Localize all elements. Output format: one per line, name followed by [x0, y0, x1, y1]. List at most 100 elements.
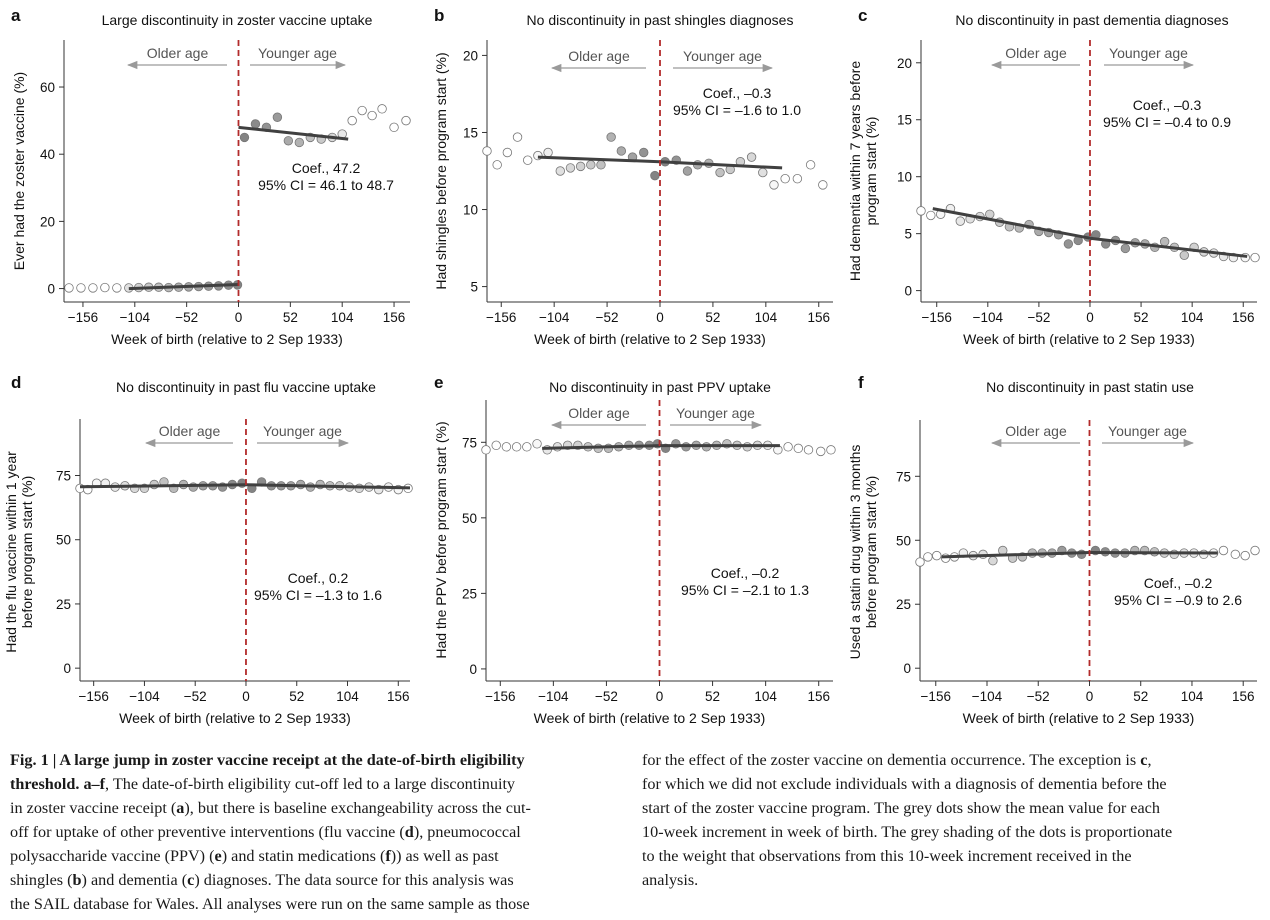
x-tick-label: −52 — [175, 310, 198, 325]
data-point — [575, 161, 586, 172]
data-point — [1250, 252, 1260, 263]
chart-title: Large discontinuity in zoster vaccine up… — [102, 12, 373, 28]
data-point — [565, 163, 576, 173]
chart-title: No discontinuity in past dementia diagno… — [955, 12, 1228, 28]
fit-line-left — [542, 444, 660, 450]
coefficient-annotation: 95% CI = –1.3 to 1.6 — [254, 587, 382, 603]
data-point — [916, 206, 926, 216]
x-tick-label: −104 — [972, 689, 1003, 704]
x-tick-label: −156 — [485, 689, 515, 704]
data-point — [367, 110, 377, 121]
y-tick-label: 50 — [896, 533, 911, 548]
data-point — [650, 170, 660, 181]
coefficient-annotation: Coef., –0.3 — [703, 85, 772, 101]
caption-line: to the weight that observations from thi… — [642, 847, 1132, 865]
y-axis-label: Ever had the zoster vaccine (%) — [11, 72, 27, 270]
caption-line: off for uptake of other preventive inter… — [10, 823, 521, 841]
data-point — [100, 282, 110, 293]
x-tick-label: 104 — [1181, 689, 1204, 704]
y-tick-label: 0 — [469, 662, 477, 677]
data-point — [769, 180, 779, 190]
data-point — [511, 442, 522, 452]
y-axis-label: Used a statin drug within 3 months — [847, 445, 863, 660]
data-point — [294, 137, 305, 148]
y-axis-label: Had shingles before program start (%) — [433, 52, 449, 289]
x-tick-label: −52 — [595, 689, 618, 704]
x-tick-label: 0 — [1086, 689, 1094, 704]
panel-b: b No discontinuity in past shingles diagn… — [433, 6, 833, 347]
data-point — [1159, 236, 1170, 247]
data-point — [1179, 250, 1189, 260]
coefficient-annotation: Coef., 47.2 — [292, 160, 361, 176]
data-point — [803, 445, 814, 455]
x-tick-label: −156 — [922, 310, 952, 325]
caption-left-column: Fig. 1 | A large jump in zoster vaccine … — [10, 748, 625, 916]
data-point — [932, 550, 942, 561]
panel-label: d — [11, 373, 21, 392]
y-tick-label: 20 — [40, 214, 55, 229]
data-point — [1218, 545, 1229, 556]
x-tick-label: −156 — [486, 310, 516, 325]
data-point — [401, 115, 411, 126]
panel-label: a — [11, 6, 21, 25]
coefficient-annotation: 95% CI = –2.1 to 1.3 — [681, 582, 809, 598]
data-point — [805, 160, 816, 170]
caption-line: start of the zoster vaccine program. The… — [642, 799, 1160, 817]
x-axis-label: Week of birth (relative to 2 Sep 1933) — [963, 331, 1195, 347]
younger-age-label: Younger age — [258, 45, 337, 61]
x-tick-label: 0 — [242, 689, 250, 704]
x-tick-label: −104 — [973, 310, 1004, 325]
data-point — [606, 132, 616, 142]
data-point — [347, 115, 357, 126]
panel-d: d No discontinuity in past flu vaccine up… — [3, 373, 413, 726]
coefficient-annotation: Coef., –0.3 — [1133, 97, 1202, 113]
data-point — [88, 283, 98, 293]
data-point — [746, 152, 757, 162]
x-tick-label: −104 — [538, 689, 569, 704]
y-tick-label: 50 — [462, 511, 477, 526]
y-tick-label: 25 — [896, 597, 911, 612]
data-point — [616, 146, 627, 156]
older-age-label: Older age — [568, 405, 630, 421]
data-point — [793, 443, 804, 454]
y-tick-label: 75 — [896, 469, 911, 484]
fit-line-right — [245, 483, 411, 490]
y-axis-label: Had the PPV before program start (%) — [433, 421, 449, 658]
y-axis-label: before program start (%) — [863, 476, 879, 629]
x-axis-label: Week of birth (relative to 2 Sep 1933) — [963, 710, 1195, 726]
data-point — [492, 160, 502, 170]
x-tick-label: 0 — [235, 310, 243, 325]
y-tick-label: 15 — [463, 125, 478, 140]
y-tick-label: 0 — [47, 282, 55, 297]
y-tick-label: 10 — [897, 170, 912, 185]
y-axis-label: program start (%) — [863, 117, 879, 226]
data-point — [586, 160, 596, 170]
x-tick-label: −156 — [78, 689, 108, 704]
chart-title: No discontinuity in past flu vaccine upt… — [116, 379, 376, 395]
y-tick-label: 5 — [904, 227, 912, 242]
chart-title: No discontinuity in past PPV uptake — [549, 379, 771, 395]
caption-line: shingles (b) and dementia (c) diagnoses.… — [10, 871, 514, 889]
panel-e: e No discontinuity in past PPV uptake −156… — [433, 373, 836, 726]
data-point — [522, 442, 532, 452]
coefficient-annotation: 95% CI = –0.4 to 0.9 — [1103, 114, 1231, 130]
y-axis-label: Had dementia within 7 years before — [847, 61, 863, 281]
coefficient-annotation: 95% CI = 46.1 to 48.7 — [258, 177, 394, 193]
data-point — [112, 283, 122, 293]
x-axis-label: Week of birth (relative to 2 Sep 1933) — [534, 710, 766, 726]
y-axis-label: Had the flu vaccine within 1 year — [3, 451, 19, 653]
x-tick-label: 52 — [289, 689, 304, 704]
data-point — [715, 167, 725, 178]
x-tick-label: −52 — [1027, 310, 1050, 325]
coefficient-annotation: 95% CI = –1.6 to 1.0 — [673, 102, 801, 118]
x-tick-label: 52 — [1134, 310, 1149, 325]
chart-title: No discontinuity in past shingles diagno… — [527, 12, 794, 28]
older-age-label: Older age — [1005, 423, 1067, 439]
younger-age-label: Younger age — [1109, 45, 1188, 61]
x-tick-label: 104 — [331, 310, 354, 325]
y-tick-label: 50 — [56, 533, 71, 548]
data-point — [64, 283, 74, 293]
x-tick-label: −52 — [1027, 689, 1050, 704]
data-point — [1063, 239, 1074, 249]
y-tick-label: 75 — [462, 435, 477, 450]
